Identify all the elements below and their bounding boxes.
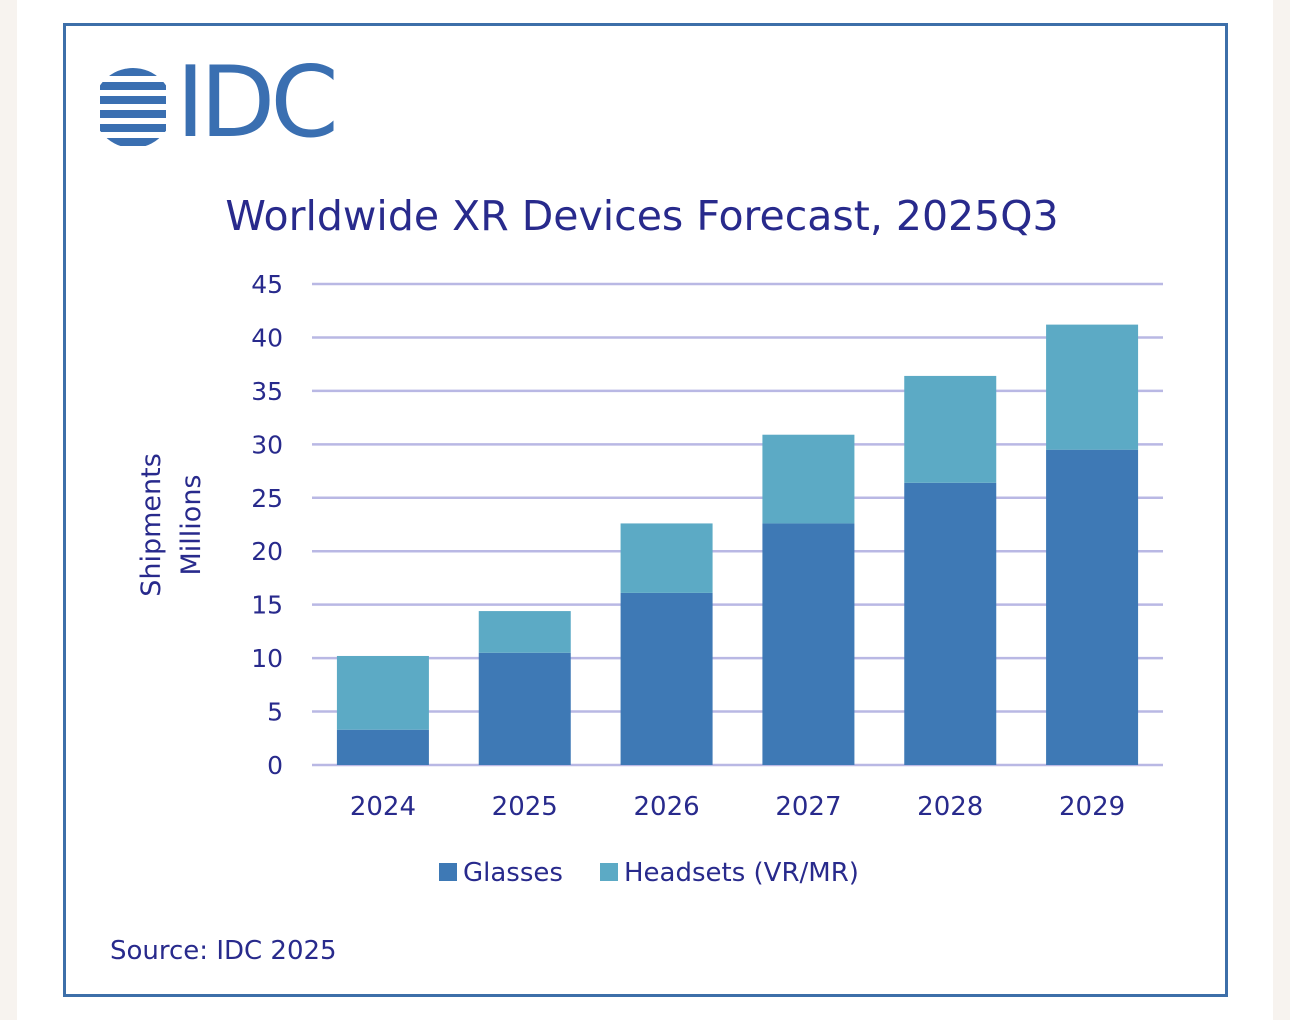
- legend-swatch-headsets: [600, 863, 618, 881]
- bar-headsets-2027: [762, 434, 855, 524]
- y-tick-label: 30: [251, 430, 283, 459]
- y-axis-label-line: Shipments: [136, 453, 167, 597]
- y-tick-label: 20: [251, 537, 283, 566]
- legend-swatch-glasses: [439, 863, 457, 881]
- source-note: Source: IDC 2025: [110, 936, 337, 966]
- bar-glasses-2027: [762, 523, 855, 765]
- bar-headsets-2029: [1046, 324, 1139, 450]
- legend-label-glasses: Glasses: [463, 858, 563, 888]
- bar-glasses-2029: [1046, 449, 1139, 765]
- x-tick-label: 2028: [917, 792, 983, 822]
- gridlines: [312, 282, 1163, 767]
- bar-headsets-2025: [478, 611, 571, 653]
- y-tick-label: 25: [251, 484, 283, 513]
- y-tick-label: 35: [251, 377, 283, 406]
- x-tick-label: 2027: [775, 792, 841, 822]
- x-tick-label: 2029: [1059, 792, 1125, 822]
- bar-glasses-2024: [336, 729, 429, 765]
- y-axis-label: Shipments Millions: [136, 453, 207, 597]
- y-tick-label: 0: [267, 751, 283, 780]
- bar-glasses-2025: [478, 652, 571, 765]
- bar-glasses-2026: [620, 592, 713, 765]
- bar-headsets-2028: [904, 375, 997, 483]
- bar-headsets-2026: [620, 523, 713, 593]
- bar-headsets-2024: [336, 655, 429, 730]
- y-tick-label: 5: [267, 698, 283, 727]
- y-axis-ticks: 0 5 10 15 20 25 30 35 40 45: [251, 270, 283, 780]
- x-tick-label: 2024: [350, 792, 416, 822]
- bar-glasses-2028: [904, 482, 997, 765]
- bars: [336, 324, 1139, 765]
- legend: Glasses Headsets (VR/MR): [439, 858, 859, 888]
- left-margin: [0, 0, 17, 1020]
- x-axis-ticks: 2024 2025 2026 2027 2028 2029: [350, 792, 1125, 822]
- y-tick-label: 15: [251, 591, 283, 620]
- y-tick-label: 40: [251, 323, 283, 352]
- y-axis-label-line: Millions: [176, 475, 207, 576]
- legend-label-headsets: Headsets (VR/MR): [624, 858, 859, 888]
- idc-globe-icon: [100, 66, 166, 154]
- right-margin: [1273, 0, 1290, 1020]
- y-tick-label: 10: [251, 644, 283, 673]
- chart-frame: [63, 23, 1228, 997]
- x-tick-label: 2025: [492, 792, 558, 822]
- chart-title: Worldwide XR Devices Forecast, 2025Q3: [225, 192, 1058, 240]
- x-tick-label: 2026: [633, 792, 699, 822]
- idc-logo-text: IDC: [176, 46, 339, 160]
- y-tick-label: 45: [251, 270, 283, 299]
